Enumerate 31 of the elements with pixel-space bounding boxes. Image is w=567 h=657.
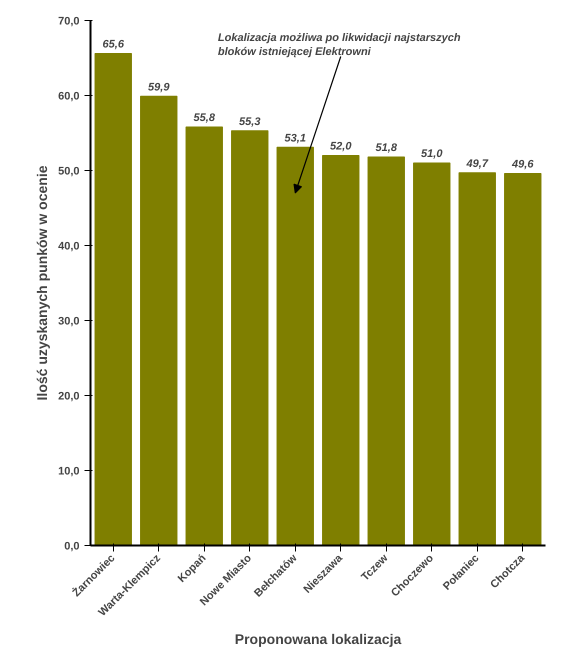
data-label: 52,0 xyxy=(330,140,352,152)
bar xyxy=(458,172,496,546)
data-label: 59,9 xyxy=(148,81,170,94)
data-label: 49,7 xyxy=(466,158,489,170)
y-tick-label: 70,0 xyxy=(58,16,80,28)
data-label: 65,6 xyxy=(102,38,125,50)
y-tick-label: 10,0 xyxy=(58,466,80,478)
data-label: 55,3 xyxy=(239,116,260,128)
bar xyxy=(140,96,178,546)
bar xyxy=(94,53,132,546)
data-label: 49,6 xyxy=(511,158,534,170)
y-axis-title: Ilość uzyskanych punków w ocenie xyxy=(34,165,50,400)
x-axis-title: Proponowana lokalizacja xyxy=(234,631,402,648)
data-label: 53,1 xyxy=(284,132,306,144)
y-tick-label: 40,0 xyxy=(58,240,80,252)
bar xyxy=(368,156,405,546)
bar xyxy=(186,126,223,546)
annotation: Lokalizacja możliwa po likwidacji najstarszych bloków istniejącej Elektrowni xyxy=(218,32,461,58)
bar xyxy=(276,146,314,546)
y-tick-label: 50,0 xyxy=(58,166,80,178)
y-tick-label: 20,0 xyxy=(58,390,80,402)
bar xyxy=(504,173,542,546)
bar xyxy=(322,155,360,546)
y-tick-label: 30,0 xyxy=(58,316,80,328)
bar xyxy=(413,162,450,546)
y-tick-label: 60,0 xyxy=(58,90,80,102)
data-label: 51,0 xyxy=(421,148,444,160)
bar xyxy=(231,130,268,546)
data-label: 55,8 xyxy=(194,112,216,124)
data-label: 51,8 xyxy=(376,142,398,154)
y-tick-label: 0,0 xyxy=(64,540,80,552)
